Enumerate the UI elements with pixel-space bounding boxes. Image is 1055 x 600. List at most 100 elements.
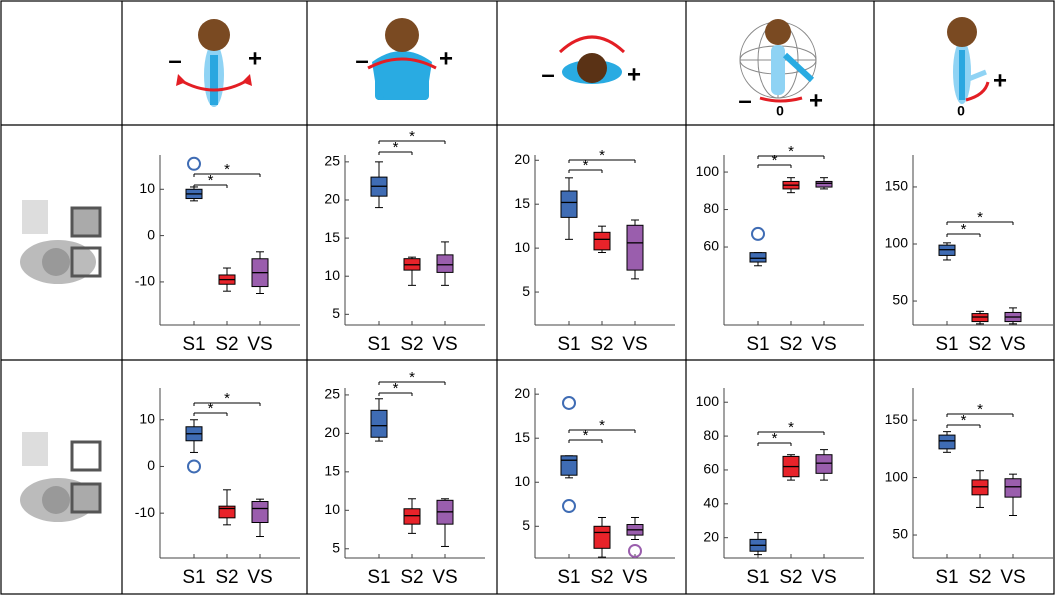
outlier	[628, 543, 642, 558]
x-tick-label: S1	[746, 567, 769, 588]
box	[403, 508, 421, 525]
row-icon	[20, 200, 102, 284]
x-tick-label: S1	[935, 567, 958, 588]
x-tick-label: S2	[215, 334, 238, 355]
y-tick-label: 25	[324, 153, 340, 169]
significance-label: *	[599, 417, 605, 434]
icon-shape	[577, 53, 607, 83]
minus-sign: –	[541, 61, 554, 88]
box	[593, 525, 611, 549]
x-tick-label: S2	[590, 567, 613, 588]
icon-shape	[70, 482, 102, 514]
icon-shape	[959, 50, 965, 100]
x-tick-label: VS	[1000, 334, 1025, 355]
plus-sign: +	[627, 61, 641, 88]
icon-shape	[375, 60, 384, 100]
box	[815, 454, 833, 474]
y-tick-label: 150	[885, 178, 909, 194]
icon-shape	[198, 19, 230, 51]
significance-label: *	[788, 143, 794, 160]
y-tick-label: 80	[703, 200, 719, 216]
icon-shape	[42, 486, 70, 514]
y-tick-label: 25	[324, 386, 340, 402]
icon-shape	[965, 81, 990, 102]
significance-label: *	[961, 412, 967, 429]
significance-label: *	[208, 172, 214, 189]
x-tick-label: S2	[215, 567, 238, 588]
header-icon: – +	[541, 35, 641, 88]
significance-label: *	[961, 221, 967, 238]
icon-shape	[70, 440, 102, 472]
box	[370, 409, 388, 438]
y-tick-label: 150	[885, 411, 909, 427]
y-tick-label: 20	[324, 191, 340, 207]
significance-label: *	[583, 427, 589, 444]
y-tick-label: 100	[885, 468, 909, 484]
plus-sign: +	[439, 45, 453, 72]
x-tick-label: S1	[182, 567, 205, 588]
y-tick-label: 20	[703, 528, 719, 544]
icon-shape	[558, 35, 626, 54]
x-tick-label: S1	[557, 334, 580, 355]
y-tick-label: 80	[703, 427, 719, 443]
box	[626, 224, 644, 271]
significance-label: *	[208, 400, 214, 417]
box	[560, 455, 578, 476]
box	[815, 180, 833, 188]
y-tick-label: -10	[135, 273, 155, 289]
y-tick-label: 60	[703, 238, 719, 254]
x-tick-label: VS	[811, 567, 836, 588]
zero-label: 0	[957, 103, 965, 119]
y-tick-label: 100	[696, 163, 720, 179]
icon-shape	[782, 52, 815, 83]
icon-shape	[372, 51, 432, 100]
y-tick-label: 15	[324, 229, 340, 245]
y-tick-label: 5	[522, 283, 530, 299]
icon-shape	[765, 19, 791, 45]
y-tick-label: 0	[147, 457, 155, 473]
icon-shape	[22, 432, 48, 466]
icon-shape	[771, 45, 785, 95]
significance-label: *	[977, 209, 983, 226]
x-tick-label: VS	[247, 567, 272, 588]
y-tick-label: 10	[514, 473, 530, 489]
significance-label: *	[224, 161, 230, 178]
significance-label: *	[409, 128, 415, 145]
icon-shape	[385, 18, 419, 52]
x-tick-label: S2	[968, 334, 991, 355]
x-tick-label: S2	[779, 567, 802, 588]
x-tick-label: S1	[557, 567, 580, 588]
x-tick-label: S1	[367, 567, 390, 588]
y-tick-label: 20	[514, 385, 530, 401]
significance-label: *	[583, 157, 589, 174]
y-tick-label: 10	[514, 239, 530, 255]
x-tick-label: VS	[247, 334, 272, 355]
significance-label: *	[393, 380, 399, 397]
icon-shape	[367, 57, 437, 70]
x-tick-label: VS	[1000, 567, 1025, 588]
icon-shape	[179, 78, 249, 92]
header-icon: – +	[168, 19, 262, 107]
header-icon: – + 0	[738, 19, 823, 119]
significance-label: *	[224, 390, 230, 407]
plus-sign: +	[809, 87, 823, 114]
x-tick-label: VS	[432, 334, 457, 355]
box	[251, 500, 269, 524]
significance-label: *	[393, 139, 399, 156]
y-tick-label: -10	[135, 504, 155, 520]
y-tick-label: 60	[703, 461, 719, 477]
minus-sign: –	[168, 47, 181, 74]
x-tick-label: S2	[779, 334, 802, 355]
x-tick-label: VS	[622, 567, 647, 588]
y-tick-label: 10	[139, 180, 155, 196]
box	[749, 252, 767, 263]
outlier	[187, 459, 201, 474]
zero-label: 0	[776, 103, 784, 119]
row-icon	[20, 432, 102, 522]
x-tick-label: VS	[432, 567, 457, 588]
x-tick-label: S1	[935, 334, 958, 355]
